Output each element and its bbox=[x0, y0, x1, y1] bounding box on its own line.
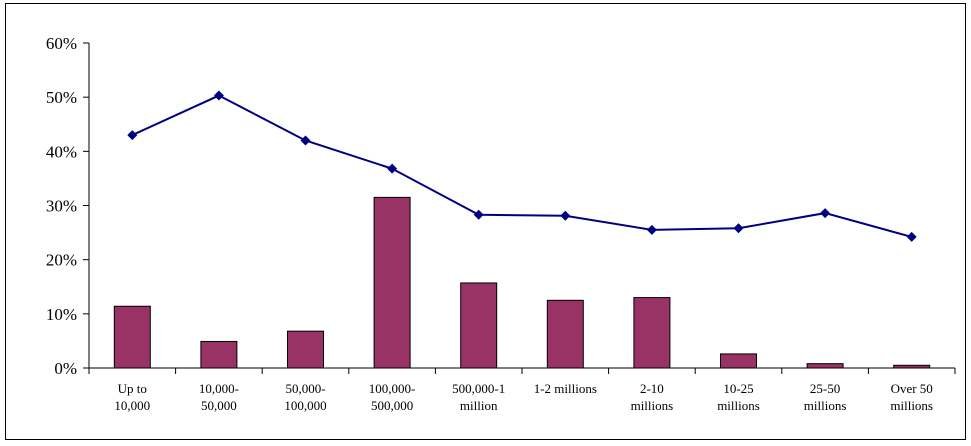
y-tick-label: 50% bbox=[46, 88, 77, 107]
x-tick-label: 2-10 millions bbox=[631, 381, 674, 413]
y-tick-label: 40% bbox=[46, 142, 77, 161]
x-tick-label: Up to 10,000 bbox=[114, 381, 150, 413]
line-series bbox=[127, 90, 917, 242]
x-tick-label: 25-50 millions bbox=[804, 381, 847, 413]
y-tick-label: 30% bbox=[46, 197, 77, 216]
bar bbox=[287, 330, 324, 369]
diamond-marker bbox=[300, 135, 311, 146]
diamond-marker bbox=[560, 210, 571, 221]
x-tick-label: 50,000- 100,000 bbox=[284, 381, 326, 413]
x-tick-label-line: 50,000 bbox=[201, 398, 237, 413]
x-tick-label-line: 25-50 bbox=[810, 381, 840, 396]
bar-series bbox=[113, 196, 931, 369]
combo-chart: 0% 10% 20% 30% 40% 50% 60% Up to 10,000 10,000- 5… bbox=[46, 34, 956, 413]
x-tick-label-line: millions bbox=[631, 398, 674, 413]
x-tick-labels: Up to 10,000 10,000- 50,000 50,000- 100,000 10… bbox=[114, 381, 933, 413]
diamond-marker bbox=[646, 224, 657, 235]
y-tick-label: 20% bbox=[46, 251, 77, 270]
bar bbox=[633, 297, 671, 369]
x-tick-label: Over 50 millions bbox=[890, 381, 933, 413]
x-tick-label: 100,000- 500,000 bbox=[369, 381, 416, 413]
bar bbox=[113, 305, 151, 369]
bar bbox=[546, 299, 584, 369]
diamond-marker bbox=[733, 223, 744, 234]
x-tick-label-line: Over 50 bbox=[891, 381, 933, 396]
bar bbox=[806, 363, 844, 369]
bar bbox=[373, 196, 411, 369]
x-tick-label: 10,000- 50,000 bbox=[199, 381, 239, 413]
x-tick-label-line: millions bbox=[717, 398, 760, 413]
x-tick-label-line: 100,000 bbox=[284, 398, 326, 413]
bar bbox=[893, 364, 931, 369]
x-tick-label-line: millions bbox=[804, 398, 847, 413]
diamond-marker bbox=[473, 209, 484, 220]
diamond-marker bbox=[127, 130, 138, 141]
x-tick-label: 500,000-1 million bbox=[452, 381, 505, 413]
bar bbox=[200, 340, 238, 369]
axes bbox=[83, 42, 956, 374]
x-tick-label-line: million bbox=[460, 398, 498, 413]
x-tick-label-line: 10-25 bbox=[723, 381, 753, 396]
bar bbox=[460, 282, 498, 369]
diamond-marker bbox=[387, 163, 398, 174]
y-tick-label: 10% bbox=[46, 305, 77, 324]
x-tick-label: 10-25 millions bbox=[717, 381, 760, 413]
x-tick-label: 1-2 millions bbox=[534, 381, 597, 396]
x-tick-label-line: 10,000 bbox=[114, 398, 150, 413]
x-tick-label-line: Up to bbox=[118, 381, 147, 396]
x-tick-label-line: millions bbox=[890, 398, 933, 413]
diamond-marker bbox=[906, 231, 917, 242]
bar bbox=[720, 353, 757, 369]
x-tick-label-line: 500,000-1 bbox=[452, 381, 505, 396]
x-tick-label-line: 50,000- bbox=[285, 381, 325, 396]
chart-frame: 0% 10% 20% 30% 40% 50% 60% Up to 10,000 10,000- 5… bbox=[5, 3, 966, 440]
diamond-marker bbox=[213, 90, 224, 101]
series-line bbox=[131, 94, 912, 238]
x-tick-label-line: 1-2 millions bbox=[534, 381, 597, 396]
y-tick-label: 0% bbox=[54, 359, 77, 378]
x-tick-label-line: 500,000 bbox=[371, 398, 413, 413]
x-tick-label-line: 10,000- bbox=[199, 381, 239, 396]
x-tick-label-line: 100,000- bbox=[369, 381, 416, 396]
diamond-marker bbox=[820, 208, 831, 219]
y-tick-labels: 0% 10% 20% 30% 40% 50% 60% bbox=[46, 34, 77, 378]
x-tick-label-line: 2-10 bbox=[640, 381, 664, 396]
y-tick-label: 60% bbox=[46, 34, 77, 53]
